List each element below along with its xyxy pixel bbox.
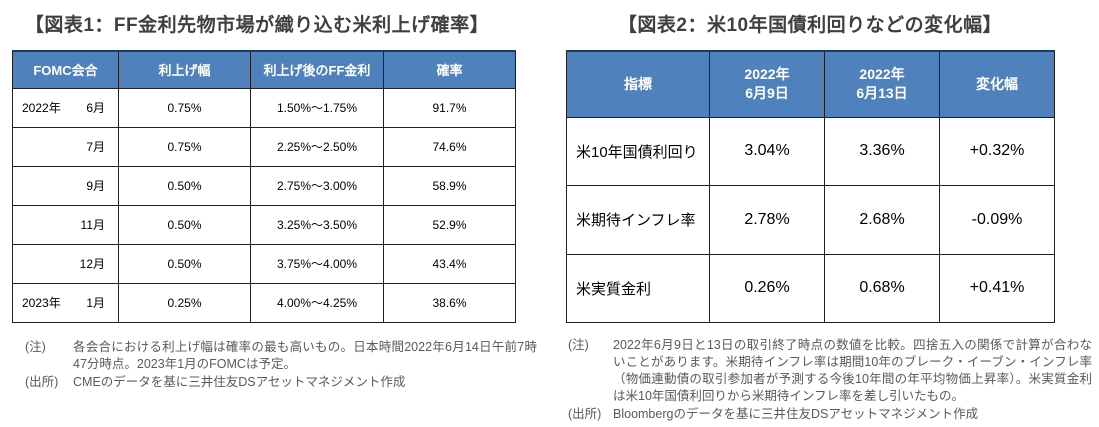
ff-range-cell: 3.25%～3.50%	[250, 204, 384, 245]
column-header-june13: 2022年 6月13日	[824, 50, 940, 118]
column-header-june9: 2022年 6月9日	[709, 50, 825, 118]
metric-cell: 米10年国債利回り	[566, 116, 710, 187]
meeting-month: 9月	[86, 179, 105, 193]
table-row: 7月 0.75% 2.25%～2.50% 74.6%	[12, 126, 516, 167]
ff-range-cell: 4.00%～4.25%	[250, 282, 384, 323]
meeting-month: 1月	[86, 296, 105, 310]
table-row: 12月 0.50% 3.75%～4.00% 43.4%	[12, 243, 516, 284]
figure2-title: 【図表2：米10年国債利回りなどの変化幅】	[617, 15, 1003, 36]
table-row: 9月 0.50% 2.75%～3.00% 58.9%	[12, 165, 516, 206]
note-text: 各会合における利上げ幅は確率の最も高いもの。日本時間2022年6月14日午前7時…	[73, 340, 537, 371]
column-header-hike-size: 利上げ幅	[118, 50, 251, 89]
figure1-title: 【図表1：FF金利先物市場が織り込む米利上げ確率】	[24, 15, 490, 36]
table-header-row: 指標 2022年 6月9日 2022年 6月13日 変化幅	[566, 50, 1055, 118]
note-label: (注)	[25, 340, 46, 354]
june13-value-cell: 2.68%	[824, 185, 940, 255]
meeting-month: 6月	[86, 101, 105, 115]
meeting-cell: 12月	[12, 243, 119, 284]
table-row: 米実質金利 0.26% 0.68% +0.41%	[566, 253, 1055, 324]
fomc-rate-hike-table: FOMC会合 利上げ幅 利上げ後のFF金利 確率 2022年 6月 0.75% 1…	[12, 50, 516, 323]
june13-value-cell: 0.68%	[824, 253, 940, 324]
column-header-fomc-meeting: FOMC会合	[12, 50, 119, 89]
meeting-cell: 7月	[12, 126, 119, 167]
column-header-change: 変化幅	[939, 50, 1055, 118]
change-cell: -0.09%	[939, 185, 1055, 255]
meeting-year: 2023年	[22, 296, 61, 310]
hike-cell: 0.50%	[118, 165, 251, 206]
probability-cell: 74.6%	[383, 126, 516, 167]
table-row: 11月 0.50% 3.25%～3.50% 52.9%	[12, 204, 516, 245]
column-header-probability: 確率	[383, 50, 516, 89]
meeting-cell: 2023年 1月	[12, 282, 119, 323]
probability-cell: 91.7%	[383, 87, 516, 128]
metric-cell: 米期待インフレ率	[566, 185, 710, 255]
june9-value-cell: 0.26%	[709, 253, 825, 324]
ff-range-cell: 3.75%～4.00%	[250, 243, 384, 284]
meeting-month: 7月	[86, 140, 105, 154]
june9-value-cell: 3.04%	[709, 116, 825, 187]
meeting-cell: 2022年 6月	[12, 87, 119, 128]
june13-value-cell: 3.36%	[824, 116, 940, 187]
ff-range-cell: 2.75%～3.00%	[250, 165, 384, 206]
source-label: (出所)	[568, 407, 602, 421]
hike-cell: 0.50%	[118, 243, 251, 284]
meeting-cell: 9月	[12, 165, 119, 206]
source-label: (出所)	[25, 375, 59, 389]
table-header-row: FOMC会合 利上げ幅 利上げ後のFF金利 確率	[12, 50, 516, 89]
source-text: Bloombergのデータを基に三井住友DSアセットマネジメント作成	[613, 407, 979, 421]
ff-range-cell: 1.50%～1.75%	[250, 87, 384, 128]
figure2-footnotes: (注) 2022年6月9日と13日の取引終了時点の数値を比較。四捨五入の関係で計…	[568, 337, 1092, 423]
hike-cell: 0.25%	[118, 282, 251, 323]
column-header-ff-rate-after: 利上げ後のFF金利	[250, 50, 384, 89]
change-cell: +0.41%	[939, 253, 1055, 324]
june9-value-cell: 2.78%	[709, 185, 825, 255]
meeting-year: 2022年	[22, 101, 61, 115]
table-row: 2022年 6月 0.75% 1.50%～1.75% 91.7%	[12, 87, 516, 128]
figure1-footnotes: (注) 各会合における利上げ幅は確率の最も高いもの。日本時間2022年6月14日…	[25, 339, 537, 391]
meeting-month: 11月	[80, 218, 105, 232]
source-text: CMEのデータを基に三井住友DSアセットマネジメント作成	[73, 375, 406, 389]
probability-cell: 43.4%	[383, 243, 516, 284]
metric-cell: 米実質金利	[566, 253, 710, 324]
hike-cell: 0.75%	[118, 87, 251, 128]
table-row: 米期待インフレ率 2.78% 2.68% -0.09%	[566, 185, 1055, 255]
column-header-metric: 指標	[566, 50, 710, 118]
meeting-month: 12月	[79, 257, 105, 271]
change-cell: +0.32%	[939, 116, 1055, 187]
note-text: 2022年6月9日と13日の取引終了時点の数値を比較。四捨五入の関係で計算が合わ…	[613, 338, 1092, 403]
ff-range-cell: 2.25%～2.50%	[250, 126, 384, 167]
hike-cell: 0.75%	[118, 126, 251, 167]
hike-cell: 0.50%	[118, 204, 251, 245]
table-row: 米10年国債利回り 3.04% 3.36% +0.32%	[566, 116, 1055, 187]
probability-cell: 38.6%	[383, 282, 516, 323]
table-row: 2023年 1月 0.25% 4.00%～4.25% 38.6%	[12, 282, 516, 323]
meeting-cell: 11月	[12, 204, 119, 245]
probability-cell: 52.9%	[383, 204, 516, 245]
note-label: (注)	[568, 338, 589, 352]
treasury-yield-change-table: 指標 2022年 6月9日 2022年 6月13日 変化幅 米10年国債利回り …	[566, 50, 1055, 324]
probability-cell: 58.9%	[383, 165, 516, 206]
